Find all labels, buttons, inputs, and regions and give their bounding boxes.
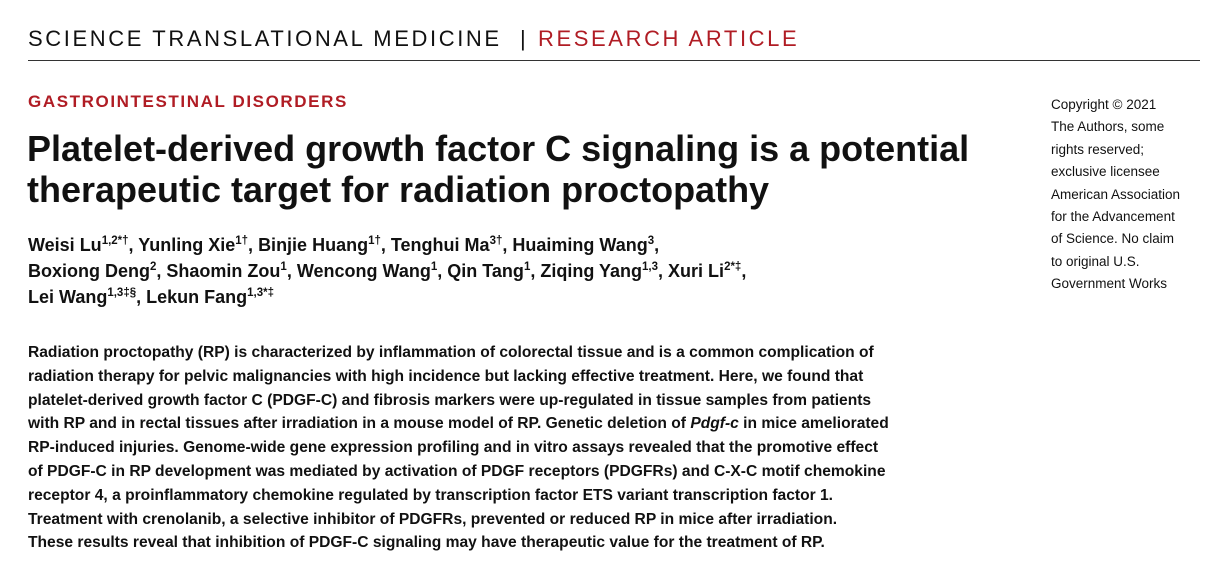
author-separator: ,	[128, 235, 139, 255]
article-type: RESEARCH ARTICLE	[538, 26, 800, 51]
copyright-line: American Association	[1051, 186, 1181, 202]
copyright-line: to original U.S.	[1051, 253, 1140, 269]
abstract-line: Treatment with crenolanib, a selective i…	[28, 510, 838, 528]
abstract-line: These results reveal that inhibition of …	[28, 534, 825, 552]
author-affiliation: 1,3	[642, 261, 659, 273]
masthead-separator: |	[520, 26, 526, 51]
author-separator: ,	[741, 261, 747, 281]
journal-name: SCIENCE TRANSLATIONAL MEDICINE	[28, 26, 502, 51]
gene-name-italic: Pdgf-c	[690, 415, 739, 433]
author-affiliation: 1,3*‡	[247, 287, 275, 299]
author-line-2: Boxiong Deng2, Shaomin Zou1, Wencong Wan…	[28, 258, 1018, 284]
author-name: Yunling Xie	[138, 235, 236, 255]
author-name: Shaomin Zou	[166, 261, 281, 281]
copyright-line: Copyright © 2021	[1051, 97, 1157, 112]
title-line-1: Platelet-derived growth factor C signali…	[27, 128, 970, 169]
author-name: Lei Wang	[28, 287, 108, 307]
author-affiliation: 1	[430, 261, 438, 273]
copyright-line: exclusive licensee	[1051, 164, 1160, 180]
author-list: Weisi Lu1,2*†, Yunling Xie1†, Binjie Hua…	[28, 232, 1018, 310]
author-separator: ,	[156, 261, 167, 281]
author-affiliation: 1,3‡§	[107, 287, 137, 299]
author-affiliation: 1	[280, 261, 287, 273]
author-separator: ,	[530, 261, 541, 281]
author-separator: ,	[380, 235, 391, 255]
abstract-text: in mice ameliorated	[738, 415, 889, 433]
author-name: Wencong Wang	[296, 261, 431, 281]
copyright-line: for the Advancement	[1051, 209, 1175, 225]
title-line-2: therapeutic target for radiation proctop…	[27, 169, 770, 210]
copyright-line: Government Works	[1051, 276, 1168, 292]
author-name: Boxiong Deng	[28, 261, 150, 281]
author-separator: ,	[286, 261, 297, 281]
author-affiliation: 2*‡	[724, 261, 742, 273]
copyright-notice: Copyright © 2021 The Authors, some right…	[1051, 94, 1201, 296]
abstract-line: radiation therapy for pelvic malignancie…	[28, 367, 864, 385]
author-separator: ,	[658, 261, 669, 281]
subject-category: GASTROINTESTINAL DISORDERS	[28, 92, 348, 111]
author-affiliation: 1	[523, 261, 531, 273]
masthead: SCIENCE TRANSLATIONAL MEDICINE | RESEARC…	[28, 24, 1200, 61]
author-name: Huaiming Wang	[512, 235, 648, 255]
abstract: Radiation proctopathy (RP) is characteri…	[28, 341, 1018, 555]
abstract-text: with RP and in rectal tissues after irra…	[28, 415, 691, 433]
copyright-line: The Authors, some	[1051, 119, 1165, 135]
author-name: Lekun Fang	[146, 287, 248, 307]
abstract-line: platelet-derived growth factor C (PDGF-C…	[28, 391, 872, 409]
author-affiliation: 3	[647, 235, 655, 247]
abstract-line: with RP and in rectal tissues after irra…	[28, 412, 1018, 436]
author-affiliation: 1,2*†	[101, 235, 129, 247]
abstract-line: Radiation proctopathy (RP) is characteri…	[28, 344, 874, 361]
abstract-line: of PDGF-C in RP development was mediated…	[28, 462, 886, 480]
author-affiliation: 1†	[235, 235, 249, 247]
author-name: Xuri Li	[668, 261, 725, 281]
author-separator: ,	[654, 235, 660, 255]
author-name: Binjie Huang	[258, 235, 369, 255]
author-separator: ,	[248, 235, 259, 255]
author-separator: ,	[136, 287, 147, 307]
author-name: Tenghui Ma	[390, 235, 490, 255]
author-name: Ziqing Yang	[540, 261, 643, 281]
abstract-line: RP-induced injuries. Genome-wide gene ex…	[28, 439, 879, 457]
author-affiliation: 1†	[368, 235, 381, 247]
author-name: Qin Tang	[447, 261, 524, 281]
article-title: Platelet-derived growth factor C signali…	[27, 128, 1027, 210]
copyright-line: of Science. No claim	[1051, 231, 1175, 247]
author-affiliation: 3†	[489, 235, 503, 247]
author-separator: ,	[502, 235, 513, 255]
abstract-line: receptor 4, a proinflammatory chemokine …	[28, 486, 834, 504]
author-name: Weisi Lu	[28, 235, 102, 255]
copyright-line: rights reserved;	[1051, 141, 1145, 157]
author-separator: ,	[437, 261, 448, 281]
author-line-3: Lei Wang1,3‡§, Lekun Fang1,3*‡	[28, 284, 1018, 310]
author-line-1: Weisi Lu1,2*†, Yunling Xie1†, Binjie Hua…	[28, 232, 1018, 258]
author-affiliation: 2	[150, 261, 157, 273]
